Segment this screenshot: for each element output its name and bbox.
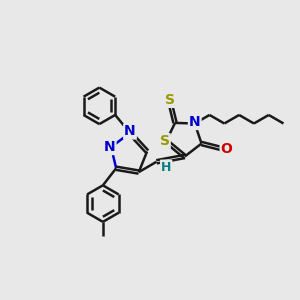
Text: O: O (220, 142, 232, 155)
Text: S: S (160, 134, 170, 148)
Text: N: N (124, 124, 136, 138)
Text: H: H (161, 160, 171, 174)
Text: S: S (165, 93, 175, 107)
Text: N: N (104, 140, 116, 154)
Text: N: N (189, 115, 201, 129)
